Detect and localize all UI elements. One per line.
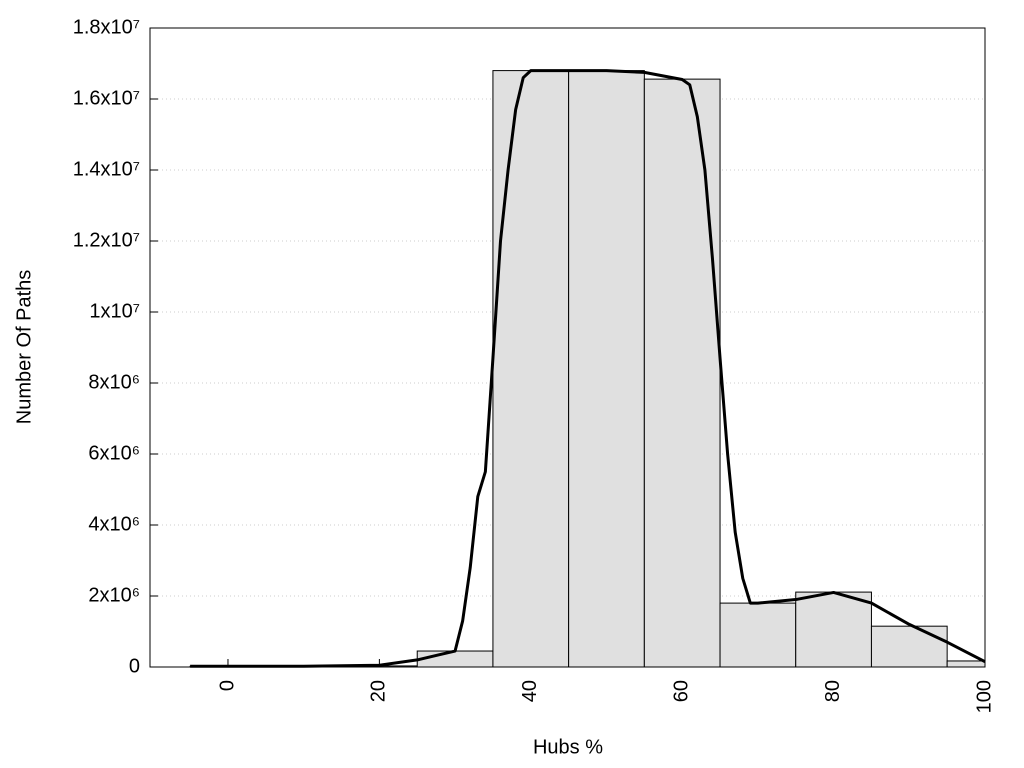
bar [795, 591, 872, 668]
bar [416, 650, 494, 668]
x-tick-label: 40 [519, 680, 541, 702]
x-tick-label: 80 [822, 680, 844, 702]
x-axis-label: Hubs % [533, 736, 603, 758]
bar [643, 78, 721, 668]
y-tick-label: 1.2x10⁷ [73, 229, 140, 251]
x-tick-label: 0 [216, 680, 238, 691]
x-tick-label: 60 [670, 680, 692, 702]
bar [568, 70, 645, 668]
x-tick-label: 20 [368, 680, 390, 702]
x-tick-label: 100 [973, 680, 995, 713]
y-tick-label: 1x10⁷ [89, 300, 140, 322]
y-axis-label: Number Of Paths [13, 270, 35, 425]
plot-frame [149, 27, 986, 668]
y-tick-label: 6x10⁶ [88, 442, 140, 464]
bar [870, 625, 948, 668]
y-tick-label: 1.4x10⁷ [73, 158, 140, 180]
y-tick-label: 1.6x10⁷ [73, 87, 140, 109]
y-tick-label: 4x10⁶ [88, 513, 140, 535]
y-tick-label: 0 [129, 655, 140, 677]
y-tick-label: 1.8x10⁷ [73, 16, 140, 38]
bar [492, 70, 570, 668]
y-tick-label: 2x10⁶ [88, 584, 140, 606]
fit-line [190, 69, 986, 668]
bar [946, 660, 986, 668]
bar [719, 602, 797, 668]
y-tick-label: 8x10⁶ [88, 371, 140, 393]
